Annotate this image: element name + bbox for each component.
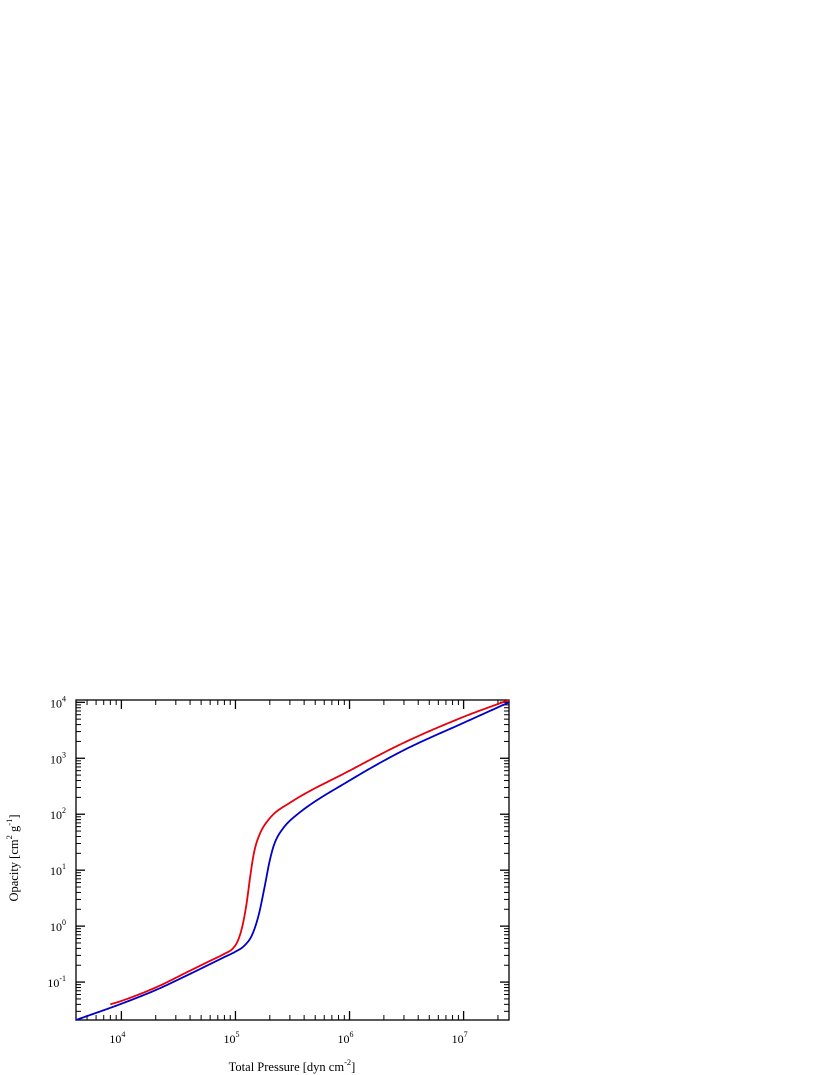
x-axis-label-tail: ] xyxy=(351,1060,355,1074)
y-tick-exp: -1 xyxy=(59,974,66,983)
y-tick-base: 10 xyxy=(50,920,62,934)
x-tick-exp: 6 xyxy=(350,1030,354,1039)
y-tick-label: 102 xyxy=(50,806,66,822)
x-tick-label: 107 xyxy=(452,1030,468,1046)
y-axis-label: Opacity [cm2 g-1] xyxy=(4,814,21,901)
x-tick-exp: 4 xyxy=(121,1030,125,1039)
x-tick-exp: 7 xyxy=(464,1030,468,1039)
y-tick-exp: 4 xyxy=(62,694,66,703)
series-line-1 xyxy=(109,699,510,1006)
x-tick-exp: 5 xyxy=(235,1030,239,1039)
x-tick-base: 10 xyxy=(109,1032,121,1046)
y-tick-base: 10 xyxy=(50,696,62,710)
x-tick-label: 106 xyxy=(338,1030,354,1046)
x-tick-base: 10 xyxy=(452,1032,464,1046)
x-tick-base: 10 xyxy=(223,1032,235,1046)
x-tick-base: 10 xyxy=(338,1032,350,1046)
x-tick-label: 105 xyxy=(223,1030,239,1046)
axis-ticks xyxy=(75,700,509,1020)
y-tick-label: 103 xyxy=(50,750,66,766)
y-tick-label: 104 xyxy=(50,694,66,710)
x-axis-label-sup: -2 xyxy=(344,1057,351,1067)
y-axis-label-text: Opacity [cm xyxy=(7,839,21,901)
y-tick-exp: 1 xyxy=(62,862,66,871)
y-tick-label: 101 xyxy=(50,862,66,878)
y-tick-base: 10 xyxy=(50,752,62,766)
data-curves xyxy=(75,699,510,1021)
x-axis-label-text: Total Pressure [dyn cm xyxy=(229,1060,345,1074)
x-tick-label: 104 xyxy=(109,1030,125,1046)
y-tick-base: 10 xyxy=(50,864,62,878)
y-tick-label: 100 xyxy=(50,918,66,934)
y-axis-label-sup: 2 xyxy=(4,835,14,839)
y-axis-label-sup: -1 xyxy=(4,819,14,826)
y-tick-exp: 3 xyxy=(62,750,66,759)
y-tick-exp: 2 xyxy=(62,806,66,815)
y-tick-base: 10 xyxy=(50,808,62,822)
series-line-2 xyxy=(75,701,510,1021)
y-tick-label: 10-1 xyxy=(47,974,66,990)
y-tick-exp: 0 xyxy=(62,918,66,927)
plot-frame xyxy=(75,699,510,1021)
x-axis-label: Total Pressure [dyn cm-2] xyxy=(229,1057,356,1074)
y-axis-label-text: ] xyxy=(7,814,21,818)
y-tick-base: 10 xyxy=(47,976,59,990)
y-axis-label-text: g xyxy=(7,825,21,835)
